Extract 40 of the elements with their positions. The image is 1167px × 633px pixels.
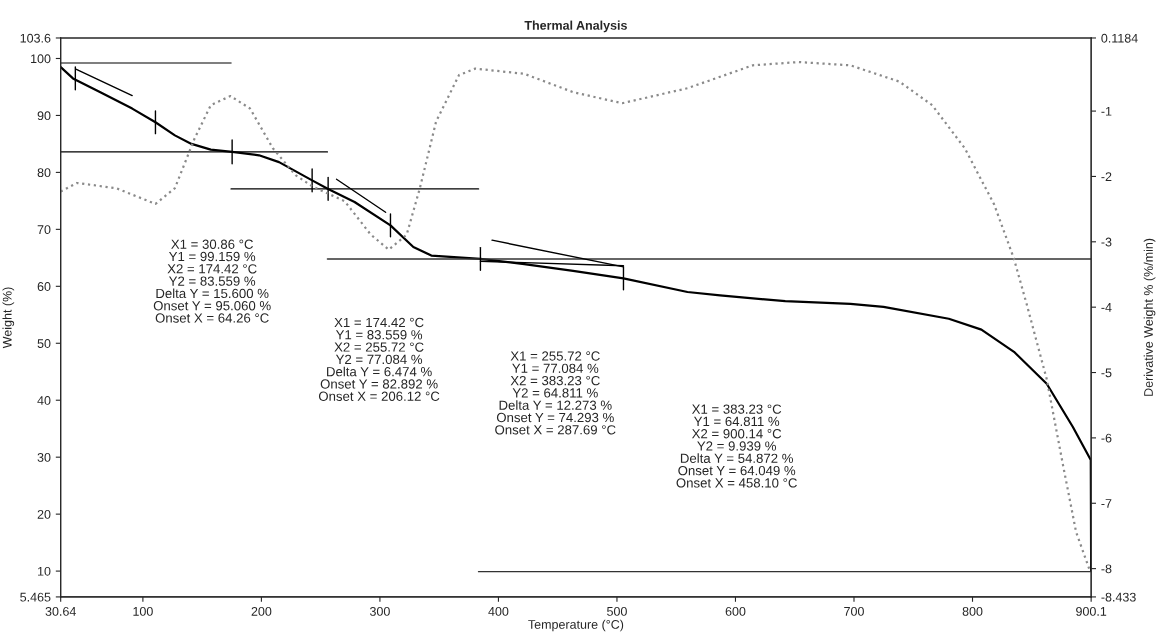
y2-tick-label: -6 [1101, 433, 1112, 443]
y-tick-label: 40 [37, 396, 51, 405]
y2-tick-label: -8.433 [1101, 592, 1136, 602]
y2-axis-title: Derivative Weight % (%/min) [1143, 238, 1156, 396]
y2-tick-label: -8 [1101, 564, 1112, 574]
chart-title: Thermal Analysis [524, 20, 627, 33]
y-tick-label: 20 [37, 509, 51, 519]
x-tick-label: 500 [607, 606, 627, 616]
x-tick-label: 100 [133, 606, 153, 616]
annotation: X1 = 30.86 °C Y1 = 99.159 % X2 = 174.42 °C Y2 = 83.559 % Delta Y = 15.600 % Onset Y = 95.060 % Onset X = 64.26 °C [153, 239, 271, 323]
y-tick-label: 5.465 [20, 592, 51, 602]
y2-tick-label: -3 [1101, 237, 1112, 247]
y-tick-label: 50 [37, 339, 51, 348]
x-tick-label: 900.1 [1076, 606, 1107, 616]
y2-tick-label: -4 [1101, 303, 1112, 312]
x-tick-label: 30.64 [45, 606, 76, 616]
y2-tick-label: -2 [1101, 172, 1112, 181]
y-tick-label: 100 [31, 54, 51, 64]
y2-tick-label: -7 [1101, 499, 1112, 508]
x-tick-label: 800 [962, 606, 983, 616]
y-axis-title: Weight (%) [2, 287, 15, 349]
annotation: X1 = 255.72 °C Y1 = 77.084 % X2 = 383.23 °C Y2 = 64.811 % Delta Y = 12.273 % Onset Y = 74.293 % Onset X = 287.69 °C [495, 351, 616, 435]
x-axis-title: Temperature (°C) [528, 619, 624, 632]
y-tick-label: 80 [37, 168, 51, 178]
x-tick-label: 700 [844, 606, 864, 616]
x-tick-label: 200 [251, 606, 272, 616]
x-tick-label: 600 [725, 606, 746, 616]
y-tick-label: 90 [37, 111, 51, 121]
y-tick-label: 103.6 [20, 33, 51, 43]
y2-tick-label: 0.1184 [1101, 33, 1138, 43]
y-tick-label: 10 [38, 566, 51, 576]
x-tick-label: 300 [369, 606, 390, 616]
y-tick-label: 60 [37, 282, 51, 291]
y2-tick-label: -5 [1101, 368, 1112, 378]
y-tick-label: 30 [37, 452, 51, 462]
annotation: X1 = 174.42 °C Y1 = 83.559 % X2 = 255.72 °C Y2 = 77.084 % Delta Y = 6.474 % Onset Y = 82.892 % Onset X = 206.12 °C [318, 317, 440, 401]
y2-tick-label: -1 [1101, 107, 1112, 116]
y-tick-label: 70 [37, 225, 51, 234]
annotation: X1 = 383.23 °C Y1 = 64.811 % X2 = 900.14 °C Y2 = 9.939 % Delta Y = 54.872 % Onset Y = 64.049 % Onset X = 458.10 °C [676, 404, 797, 488]
x-tick-label: 400 [488, 606, 509, 616]
